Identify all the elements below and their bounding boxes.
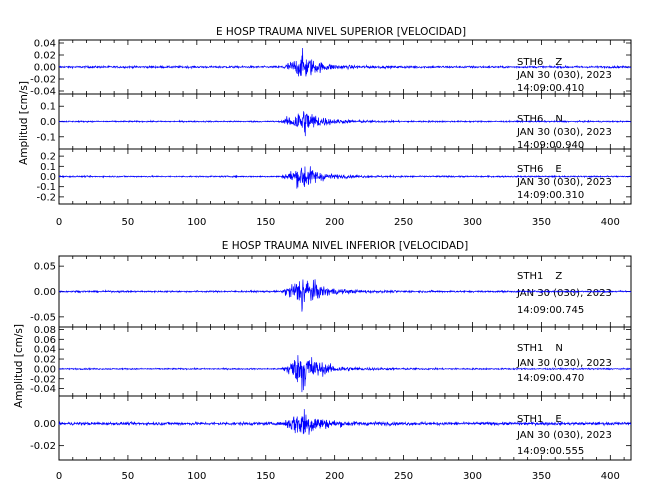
station-label: STH1 Z: [517, 271, 562, 282]
x-tick-label: 100: [187, 471, 206, 482]
y-axis-label: Amplitud [cm/s]: [18, 81, 30, 165]
x-tick-label: 300: [463, 217, 482, 228]
record-time: 14:09:00.555: [517, 446, 584, 457]
y-tick-label: -0.04: [30, 384, 56, 395]
y-tick-label: -0.02: [30, 75, 56, 86]
y-tick-label: 0.1: [40, 102, 56, 113]
panel-frame: [58, 395, 632, 461]
record-time: 14:09:00.470: [517, 373, 584, 384]
y-tick-label: 0.2: [40, 152, 56, 163]
record-date: JAN 30 (030), 2023: [516, 70, 612, 81]
chart-title: E HOSP TRAUMA NIVEL SUPERIOR [VELOCIDAD]: [216, 26, 466, 38]
y-tick-label: -0.2: [36, 192, 56, 203]
station-label: STH6 Z: [517, 57, 562, 68]
x-tick-label: 150: [256, 217, 275, 228]
x-tick-label: 50: [122, 217, 135, 228]
record-date: JAN 30 (030), 2023: [516, 127, 612, 138]
y-tick-label: 0.00: [34, 419, 56, 430]
record-date: JAN 30 (030), 2023: [516, 430, 612, 441]
chart-panel: STH6 Z JAN 30 (030), 2023 14:09:00.410 -0…: [30, 39, 632, 98]
y-tick-label: 0.04: [34, 39, 56, 50]
chart-panel: STH6 N JAN 30 (030), 2023 14:09:00.940 -0…: [36, 93, 632, 151]
x-tick-label: 50: [122, 471, 135, 482]
y-tick-label: -0.02: [30, 374, 56, 385]
y-tick-label: 0.06: [34, 335, 56, 346]
waveform-series: [58, 111, 632, 137]
y-axis-label: Amplitud [cm/s]: [13, 324, 25, 408]
y-tick-label: 0.00: [34, 364, 56, 375]
y-tick-label: -0.04: [30, 87, 56, 98]
x-tick-label: 200: [325, 471, 344, 482]
x-tick-label: 100: [187, 217, 206, 228]
record-date: JAN 30 (030), 2023: [516, 288, 612, 299]
chart-title: E HOSP TRAUMA NIVEL INFERIOR [VELOCIDAD]: [222, 240, 468, 252]
y-tick-label: 0.0: [40, 117, 56, 128]
x-tick-label: 150: [256, 471, 275, 482]
record-time: 14:09:00.310: [517, 190, 584, 201]
chart-group-superior: E HOSP TRAUMA NIVEL SUPERIOR [VELOCIDAD]…: [18, 26, 632, 228]
y-tick-label: 0.04: [34, 345, 56, 356]
waveform-series: [58, 279, 632, 312]
chart-panel: STH6 E JAN 30 (030), 2023 14:09:00.310 -0…: [36, 148, 632, 205]
waveform-series: [58, 355, 632, 393]
station-label: STH6 N: [517, 114, 563, 125]
y-tick-label: 0.05: [34, 262, 56, 273]
record-time: 14:09:00.410: [517, 83, 584, 94]
x-tick-label: 400: [601, 471, 620, 482]
station-label: STH1 N: [517, 343, 563, 354]
chart-panel: STH1 Z JAN 30 (030), 2023 14:09:00.745 -0…: [30, 255, 632, 328]
x-tick-label: 0: [56, 217, 62, 228]
y-tick-label: -0.1: [36, 132, 56, 143]
chart-group-inferior: E HOSP TRAUMA NIVEL INFERIOR [VELOCIDAD]…: [13, 240, 632, 482]
record-time: 14:09:00.745: [517, 305, 584, 316]
y-tick-label: -0.02: [30, 441, 56, 452]
y-tick-label: 0.00: [34, 63, 56, 74]
x-tick-label: 200: [325, 217, 344, 228]
chart-panel: STH1 E JAN 30 (030), 2023 14:09:00.555 -0…: [30, 395, 632, 461]
y-tick-label: -0.1: [36, 182, 56, 193]
x-tick-label: 300: [463, 471, 482, 482]
waveform-series: [58, 166, 632, 189]
x-tick-label: 350: [532, 471, 551, 482]
record-time: 14:09:00.940: [517, 140, 584, 151]
record-date: JAN 30 (030), 2023: [516, 358, 612, 369]
x-tick-label: 250: [394, 217, 413, 228]
y-tick-label: 0.1: [40, 162, 56, 173]
y-tick-label: 0.0: [40, 172, 56, 183]
chart-panel: STH1 N JAN 30 (030), 2023 14:09:00.470 -0…: [30, 325, 632, 397]
waveform-series: [58, 409, 632, 435]
x-tick-label: 400: [601, 217, 620, 228]
record-date: JAN 30 (030), 2023: [516, 177, 612, 188]
x-tick-label: 350: [532, 217, 551, 228]
station-label: STH6 E: [517, 164, 562, 175]
x-tick-label: 250: [394, 471, 413, 482]
y-tick-label: 0.08: [34, 325, 56, 336]
y-tick-label: 0.00: [34, 287, 56, 298]
x-tick-label: 0: [56, 471, 62, 482]
y-tick-label: -0.05: [30, 312, 56, 323]
waveform-series: [58, 48, 632, 77]
y-tick-label: 0.02: [34, 355, 56, 366]
y-tick-label: 0.02: [34, 51, 56, 62]
station-label: STH1 E: [517, 414, 562, 425]
